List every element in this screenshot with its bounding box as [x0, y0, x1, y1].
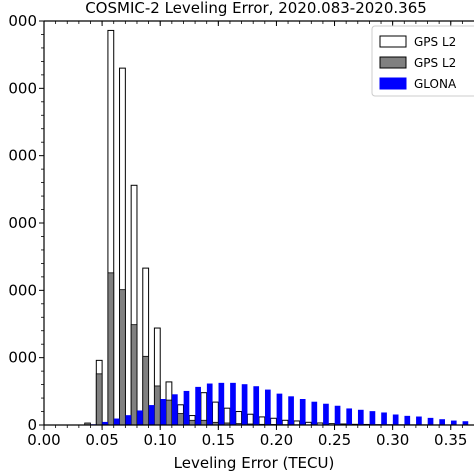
bar-gps-l2-filled-8 — [177, 413, 184, 426]
bar-glonass-filled-28 — [416, 416, 422, 426]
x-axis-label: Leveling Error (TECU) — [174, 454, 335, 472]
bar-glonass-filled-31 — [450, 420, 457, 426]
bar-glonass-filled-2 — [113, 418, 120, 426]
y-tick-label-3: 000 — [8, 214, 37, 232]
bar-gps-l2-hollow-12 — [223, 407, 231, 426]
bar-gps-l2-filled-7 — [165, 399, 173, 426]
bar-gps-l2-filled-1 — [95, 373, 103, 426]
legend-label-1: GPS L2 — [414, 56, 456, 70]
bar-glonass-filled-21 — [334, 405, 341, 426]
bar-gps-l2-hollow-15 — [258, 416, 266, 426]
bar-glonass-filled-16 — [276, 393, 283, 426]
bar-glonass-filled-11 — [218, 382, 225, 426]
bar-glonass-filled-5 — [148, 405, 155, 426]
bar-glonass-filled-14 — [253, 386, 260, 426]
bar-glonass-filled-27 — [404, 415, 411, 426]
x-tick-label-7: 0.35 — [434, 431, 467, 449]
y-tick-label-5: 000 — [8, 79, 37, 97]
bar-glonass-filled-23 — [357, 409, 364, 426]
bar-gps-l2-filled-5 — [142, 355, 149, 426]
x-tick-label-1: 0.05 — [85, 431, 118, 449]
plot-area: 0.00 0.05 0.10 0.15 0.20 0.25 0.30 0.3500000000… — [8, 12, 474, 449]
x-tick-label-2: 0.10 — [144, 431, 177, 449]
bar-gps-l2-hollow-16 — [270, 417, 277, 426]
chart-title: COSMIC-2 Leveling Error, 2020.083-2020.3… — [85, 0, 427, 17]
bar-glonass-filled-18 — [299, 399, 306, 426]
bar-glonass-filled-22 — [346, 408, 353, 426]
bar-glonass-filled-25 — [381, 412, 387, 426]
bar-glonass-filled-30 — [439, 419, 446, 426]
bar-glonass-filled-15 — [264, 389, 271, 426]
legend-swatch-0 — [379, 35, 407, 48]
bar-glonass-filled-10 — [206, 383, 213, 426]
bar-glonass-filled-19 — [311, 401, 318, 426]
legend-label-0: GPS L2 — [414, 35, 456, 49]
y-tick-label-2: 000 — [8, 281, 37, 299]
bar-gps-l2-hollow-13 — [235, 411, 243, 426]
legend-label-2: GLONA — [414, 77, 457, 91]
bar-glonass-filled-6 — [160, 399, 167, 426]
bar-glonass-filled-4 — [137, 410, 143, 426]
bar-gps-l2-filled-6 — [154, 385, 161, 426]
bar-glonass-filled-17 — [288, 396, 294, 426]
x-tick-label-3: 0.15 — [202, 431, 235, 449]
bar-gps-l2-hollow-14 — [246, 413, 254, 426]
bar-glonass-filled-24 — [369, 411, 376, 426]
y-tick-label-1: 000 — [8, 349, 37, 367]
legend-swatch-2 — [379, 77, 407, 90]
bar-gps-l2-filled-3 — [119, 289, 126, 426]
y-tick-label-6: 000 — [8, 12, 37, 30]
x-tick-label-4: 0.20 — [260, 431, 293, 449]
bar-gps-l2-hollow-11 — [212, 401, 219, 426]
bar-glonass-filled-9 — [195, 386, 201, 426]
bar-gps-l2-filled-9 — [188, 419, 196, 426]
bar-glonass-filled-20 — [323, 403, 329, 426]
bar-gps-l2-filled-2 — [107, 272, 115, 426]
bar-glonass-filled-12 — [230, 382, 236, 426]
bar-glonass-filled-3 — [125, 415, 132, 426]
bar-glonass-filled-8 — [183, 390, 190, 426]
bar-gps-l2-filled-4 — [130, 324, 138, 426]
x-tick-label-5: 0.25 — [318, 431, 351, 449]
bar-glonass-filled-13 — [241, 384, 248, 426]
x-tick-label-6: 0.30 — [376, 431, 409, 449]
bar-glonass-filled-26 — [392, 414, 399, 426]
y-tick-label-0: 0 — [27, 416, 37, 434]
legend-swatch-1 — [379, 56, 407, 69]
bar-glonass-filled-29 — [427, 417, 434, 426]
bar-glonass-filled-7 — [172, 394, 178, 426]
bar-gps-l2-filled-10 — [200, 419, 208, 426]
y-tick-label-4: 000 — [8, 147, 37, 165]
x-tick-label-0: 0.00 — [27, 431, 60, 449]
